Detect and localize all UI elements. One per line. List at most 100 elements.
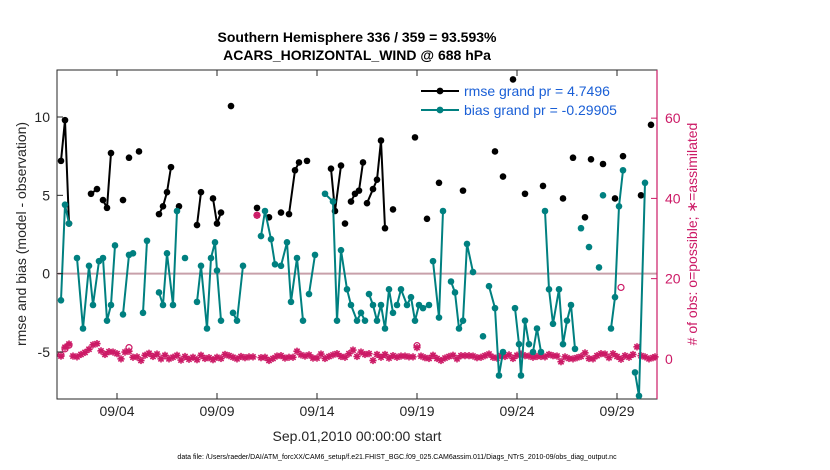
bias-point	[419, 304, 427, 312]
rmse-point	[135, 148, 143, 155]
bias-point	[357, 309, 365, 317]
y-tick-label-left: 0	[42, 266, 50, 282]
bias-point	[267, 235, 275, 243]
bias-point	[57, 297, 65, 304]
bias-point	[299, 317, 307, 324]
bias-point	[425, 301, 433, 309]
bias-point	[537, 348, 545, 356]
bias-point	[361, 317, 369, 324]
rmse-point	[389, 206, 397, 213]
rmse-point	[459, 187, 467, 194]
obs-assimilated-marker	[553, 352, 561, 360]
bias-point	[447, 278, 455, 285]
rmse-point	[119, 196, 127, 204]
legend-bias-marker	[436, 106, 444, 114]
obs-possible-marker	[413, 342, 421, 350]
plot-area	[56, 69, 658, 400]
rmse-point	[227, 102, 235, 110]
bias-point	[377, 301, 385, 309]
bias-point	[435, 314, 443, 321]
x-axis-label: Sep.01,2010 00:00:00 start	[273, 428, 442, 444]
rmse-point	[509, 76, 517, 83]
bias-point	[305, 290, 313, 298]
bias-point	[521, 317, 529, 324]
bias-line-segment	[488, 285, 504, 377]
bias-point	[203, 325, 211, 332]
rmse-point	[373, 176, 381, 183]
obs-assimilated-marker	[349, 346, 357, 354]
bias-point	[321, 190, 329, 198]
rmse-line-segment	[158, 166, 172, 215]
bias-point	[455, 325, 463, 332]
bias-point	[207, 254, 215, 262]
bias-point	[567, 301, 575, 309]
bias-point	[393, 301, 401, 309]
bias-point	[545, 286, 553, 293]
bias-point	[111, 242, 119, 249]
bias-point	[159, 301, 167, 309]
obs-assimilated-marker	[605, 354, 613, 362]
rmse-point	[369, 185, 377, 193]
rmse-point	[303, 157, 311, 165]
bias-point	[119, 311, 127, 318]
bias-point	[139, 309, 147, 317]
bias-point	[213, 267, 221, 274]
rmse-point	[327, 165, 335, 172]
rmse-point	[337, 162, 345, 169]
bias-point	[599, 192, 607, 199]
rmse-point	[197, 188, 205, 196]
y-tick-label-left: 5	[42, 187, 50, 203]
rmse-point	[103, 204, 111, 212]
rmse-point	[347, 198, 355, 205]
bias-point	[631, 369, 639, 376]
obs-assimilated-marker	[137, 356, 145, 365]
obs-assimilated-marker	[609, 350, 617, 358]
bias-point	[555, 286, 563, 293]
x-tick-label: 09/24	[499, 403, 534, 419]
bias-line-segment	[308, 254, 316, 295]
bias-point	[549, 320, 557, 328]
bias-point	[495, 372, 503, 379]
obs-assimilated-marker	[113, 350, 121, 358]
y-tick-label-right: 0	[665, 351, 673, 367]
bias-point	[439, 207, 447, 215]
x-tick-label: 09/04	[99, 403, 134, 419]
bias-point	[181, 254, 189, 262]
rmse-point	[423, 215, 431, 223]
bias-line-segment	[142, 240, 148, 313]
rmse-point	[159, 203, 167, 210]
legend: rmse grand pr = 4.7496 bias grand pr = -…	[421, 83, 617, 118]
bias-point	[369, 301, 377, 309]
rmse-point	[359, 159, 367, 166]
bias-point	[515, 340, 523, 348]
bias-point	[499, 348, 507, 356]
bias-point	[541, 207, 549, 215]
obs-assimilated-marker	[161, 351, 169, 359]
legend-rmse-label: rmse grand pr = 4.7496	[464, 83, 610, 99]
bias-point	[261, 207, 269, 215]
y-tick-label-right: 60	[665, 110, 681, 126]
rmse-point	[213, 220, 221, 227]
obs-assimilated-marker	[625, 353, 633, 361]
rmse-point	[411, 134, 419, 141]
rmse-point	[209, 195, 217, 202]
bias-point	[485, 282, 493, 290]
rmse-point	[87, 190, 95, 198]
bias-point	[89, 301, 97, 309]
rmse-point	[581, 213, 589, 221]
rmse-point	[491, 148, 499, 155]
legend-bias-label: bias grand pr = -0.29905	[464, 102, 617, 118]
rmse-point	[587, 156, 595, 163]
bias-point	[615, 203, 623, 210]
rmse-point	[61, 116, 69, 124]
bias-point	[65, 220, 73, 227]
bias-point	[197, 262, 205, 270]
obs-assimilated-marker	[373, 350, 381, 359]
bias-point	[635, 392, 643, 400]
bias-point	[287, 298, 295, 306]
bias-point	[365, 290, 373, 298]
obs-assimilated-marker	[289, 353, 297, 361]
bias-point	[571, 345, 579, 353]
y-tick-label-left: 10	[34, 109, 50, 125]
obs-assimilated-marker	[153, 350, 161, 358]
